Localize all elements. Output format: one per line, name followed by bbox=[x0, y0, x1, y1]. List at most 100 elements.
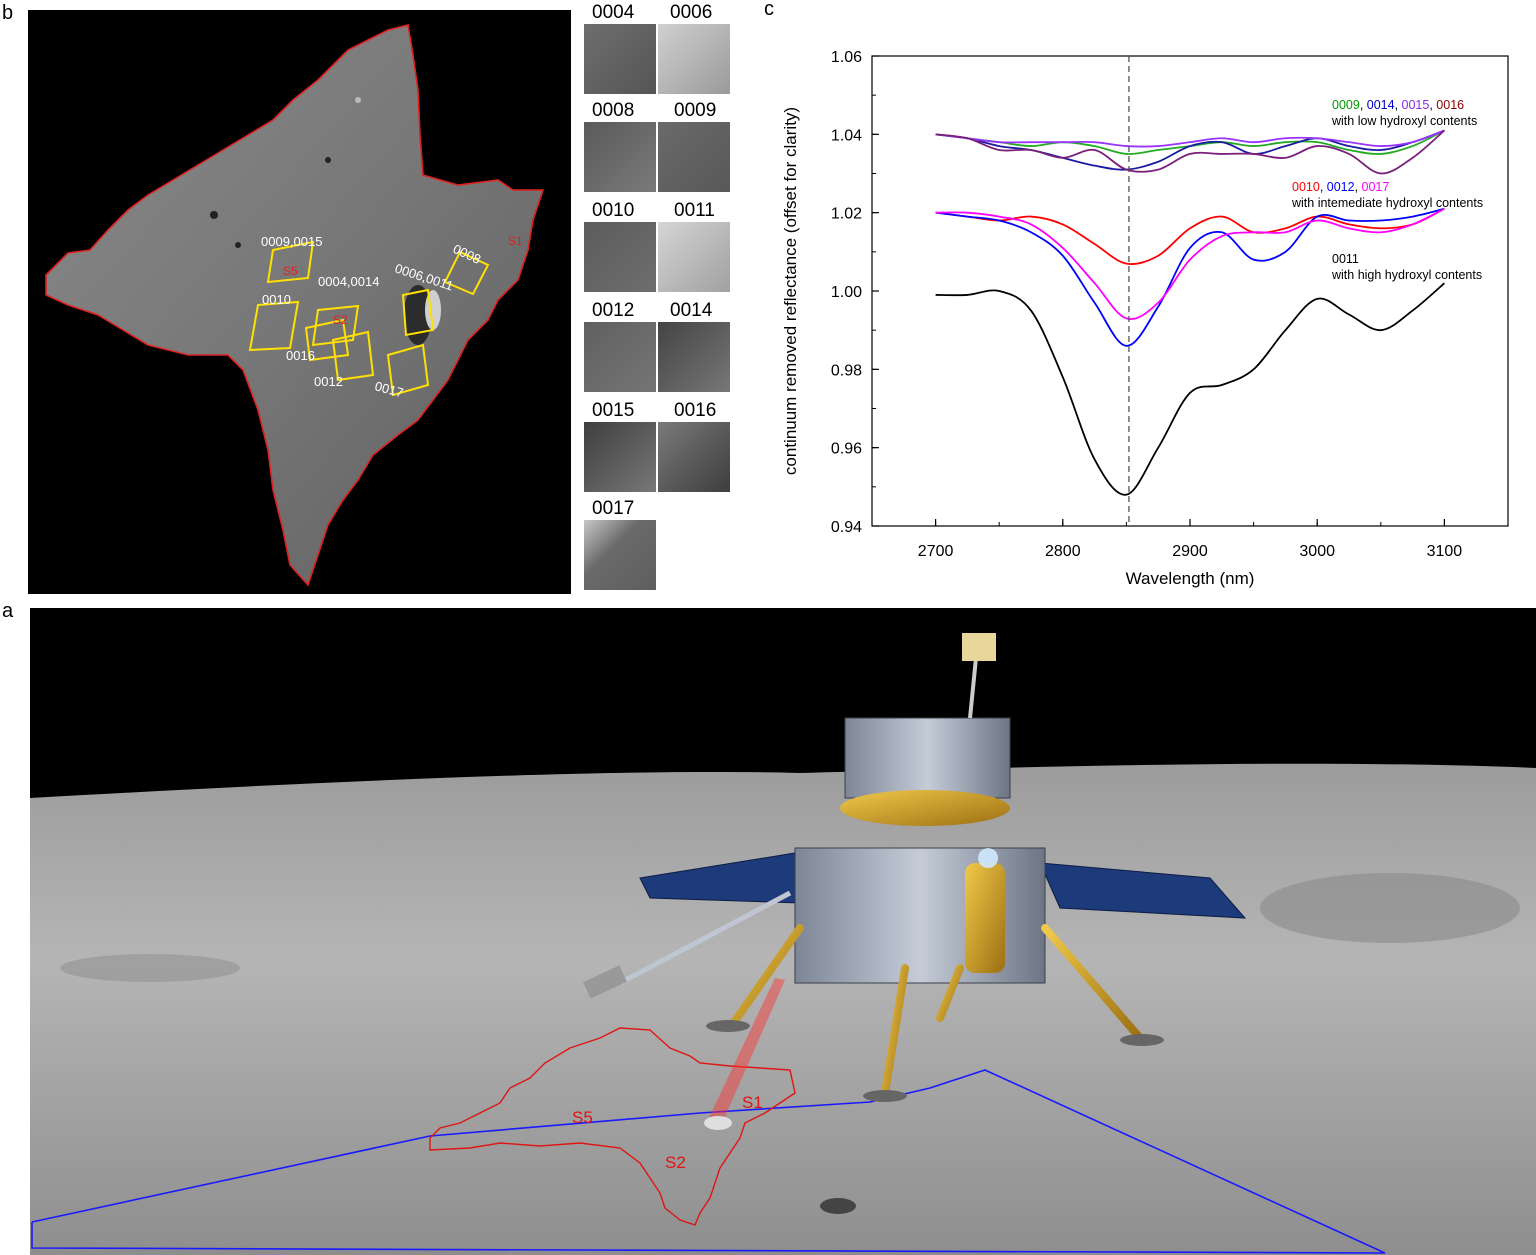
thumbnail-label: 0009 bbox=[674, 100, 717, 121]
footpad bbox=[706, 1020, 750, 1032]
camera-footprint bbox=[31, 1069, 1386, 1254]
thumbnail-image-0012 bbox=[584, 322, 656, 392]
thumbnail-image-0008 bbox=[584, 122, 656, 192]
thumbnail-grid: 0004 0006 0008 0009 0010 0011 0012 0014 … bbox=[582, 0, 732, 594]
legend-description: with low hydroxyl contents bbox=[1331, 114, 1477, 128]
thumbnail-label: 0011 bbox=[674, 200, 715, 221]
thumbnail-label: 0014 bbox=[670, 300, 713, 321]
site-label-s2: S2 bbox=[665, 1153, 686, 1172]
series-line-0015 bbox=[935, 129, 1445, 148]
thumbnail-image-0006 bbox=[658, 24, 730, 94]
region-label: 0010 bbox=[262, 292, 291, 307]
thumbnail-label: 0006 bbox=[670, 2, 713, 23]
light-spot bbox=[355, 97, 361, 103]
robotic-arm bbox=[618, 890, 792, 986]
y-tick-label: 0.94 bbox=[831, 519, 862, 536]
legend-id-0015: 0015 bbox=[1402, 98, 1430, 112]
series-line-0016 bbox=[935, 129, 1445, 175]
ascender-base bbox=[840, 790, 1010, 826]
footprint-0004-0014 bbox=[311, 304, 360, 347]
footprint-0009-0015 bbox=[266, 240, 315, 284]
region-label: 0017 bbox=[373, 378, 405, 400]
thumbnail-image-0015 bbox=[584, 422, 656, 492]
panel-label-c: c bbox=[764, 0, 774, 20]
spectra-chart-panel: 2700 2800 2900 3000 3100 0.94 0.96 0.98 1.00 1.02… bbox=[760, 0, 1536, 600]
footpad bbox=[1120, 1034, 1164, 1046]
y-tick-label: 1.02 bbox=[831, 206, 862, 223]
camera-footprint-edge bbox=[31, 1222, 1386, 1254]
legend-annotations: 0009, 0014, 0015, 0016 with low hydroxyl … bbox=[1291, 98, 1483, 282]
dark-spot bbox=[235, 242, 241, 248]
site-label-s5: S5 bbox=[283, 264, 298, 278]
thumbnail-image-0010 bbox=[584, 222, 656, 292]
spectral-footprints bbox=[248, 240, 490, 397]
legend-ids: 0011 bbox=[1332, 252, 1359, 266]
crater-shadow bbox=[404, 285, 432, 345]
footprint-0010 bbox=[248, 300, 300, 352]
rock bbox=[704, 1116, 732, 1130]
footprint-0012 bbox=[331, 330, 375, 382]
thumbnail-label: 0015 bbox=[592, 400, 635, 421]
thumbnail-label: 0008 bbox=[592, 100, 635, 121]
legend-id-0017: 0017 bbox=[1362, 180, 1390, 194]
legend-id-0012: 0012 bbox=[1327, 180, 1355, 194]
thumbnail-image-0014 bbox=[658, 322, 730, 392]
fuel-tank bbox=[965, 863, 1005, 973]
x-tick-label: 3100 bbox=[1427, 543, 1463, 560]
laser-beam bbox=[705, 978, 785, 1128]
crater bbox=[60, 954, 240, 982]
footprint-0017 bbox=[386, 343, 430, 397]
thumbnail-image-0004 bbox=[584, 24, 656, 94]
mosaic-map-svg: 0009,0015 0008 0010 0004,0014 0006,0011 … bbox=[45, 24, 545, 587]
spectral-footprint-outline bbox=[429, 1027, 796, 1226]
rock bbox=[820, 1198, 856, 1214]
legend-id-0009: 0009 bbox=[1332, 98, 1360, 112]
site-label-s1: S1 bbox=[508, 234, 523, 248]
crater bbox=[1260, 873, 1520, 943]
series-line-0011 bbox=[935, 282, 1445, 496]
legend-description: with high hydroxyl contents bbox=[1331, 268, 1482, 282]
legend-id-0014: 0014 bbox=[1367, 98, 1395, 112]
footprint-0008 bbox=[443, 250, 490, 296]
x-tick-label: 2800 bbox=[1045, 543, 1081, 560]
region-label: 0004,0014 bbox=[318, 274, 379, 289]
thumbnail-label: 0017 bbox=[592, 498, 635, 519]
lunar-surface bbox=[30, 763, 1536, 1255]
thumbnail-label: 0016 bbox=[674, 400, 717, 421]
x-axis-label: Wavelength (nm) bbox=[1126, 569, 1255, 588]
y-tick-label: 0.96 bbox=[831, 441, 862, 458]
y-tick-label: 0.98 bbox=[831, 362, 862, 379]
y-tick-label: 1.06 bbox=[831, 49, 862, 66]
thumbnail-image-0016 bbox=[658, 422, 730, 492]
y-axis-label: continuum removed reflectance (offset fo… bbox=[781, 107, 800, 475]
x-tick-label: 2900 bbox=[1172, 543, 1208, 560]
landing-legs bbox=[726, 924, 1144, 1097]
panel-label-b: b bbox=[2, 2, 14, 24]
mosaic-map-panel: 0009,0015 0008 0010 0004,0014 0006,0011 … bbox=[28, 10, 571, 594]
ascender-module bbox=[844, 717, 1011, 799]
dark-spot bbox=[325, 157, 331, 163]
instrument-glow bbox=[978, 848, 998, 868]
arm-tool bbox=[583, 965, 627, 999]
legend-id-0010: 0010 bbox=[1292, 180, 1320, 194]
spectra-chart: 2700 2800 2900 3000 3100 0.94 0.96 0.98 1.00 1.02… bbox=[781, 49, 1509, 588]
footprint-0016 bbox=[304, 318, 350, 362]
series-line-0012 bbox=[935, 207, 1445, 347]
footpad bbox=[863, 1090, 907, 1102]
site-label-s2: S2 bbox=[333, 313, 348, 327]
legend-id-0011: 0011 bbox=[1332, 252, 1359, 266]
thumbnail-label: 0004 bbox=[592, 2, 635, 23]
lander-scene-panel: S1 S2 S5 bbox=[0, 608, 1536, 1255]
region-label: 0009,0015 bbox=[261, 234, 322, 249]
dark-spot bbox=[210, 211, 218, 219]
site-label-s1: S1 bbox=[742, 1093, 763, 1112]
series-lines bbox=[935, 129, 1445, 496]
series-line-0014 bbox=[935, 129, 1445, 171]
x-tick-label: 3000 bbox=[1299, 543, 1335, 560]
axis-ticks: 2700 2800 2900 3000 3100 0.94 0.96 0.98 1.00 1.02… bbox=[831, 49, 1509, 560]
legend-description: with intemediate hydroxyl contents bbox=[1291, 196, 1483, 210]
series-line-0017 bbox=[935, 207, 1445, 320]
thumbnail-image-0017 bbox=[584, 520, 656, 590]
thumbnail-image-0009 bbox=[658, 122, 730, 192]
site-label-s5: S5 bbox=[572, 1108, 593, 1127]
